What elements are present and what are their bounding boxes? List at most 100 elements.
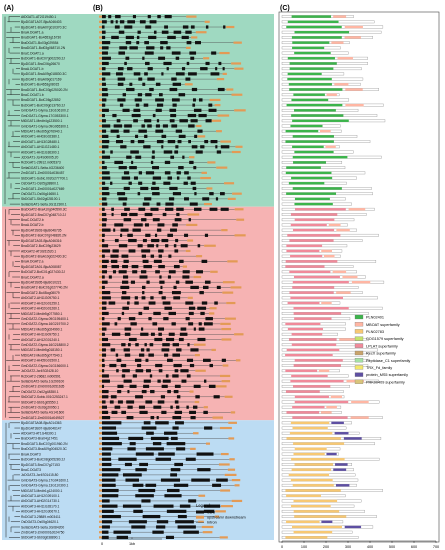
upstream-utr [99, 114, 102, 117]
cds-exon [110, 254, 119, 258]
cds-exon [128, 520, 147, 524]
cds-exon [110, 348, 116, 352]
cds-exon [123, 348, 130, 352]
cds-exon [169, 108, 177, 112]
cds-exon [197, 244, 201, 248]
cds-exon [185, 317, 190, 321]
gene-label: BjuDGAT3A08-BjuA014363 [21, 421, 62, 425]
domain-block [292, 41, 330, 44]
cds-exon [189, 363, 195, 368]
upstream-utr [99, 364, 102, 367]
cds-exon [131, 264, 139, 269]
domain-block [293, 93, 325, 96]
cds-exon [189, 410, 196, 415]
gene-legend-label: Intron [207, 521, 217, 525]
cds-exon [152, 530, 164, 534]
upstream-utr [99, 249, 102, 253]
cds-exon [145, 171, 155, 175]
downstream-utr [190, 447, 196, 450]
upstream-utr [99, 156, 102, 159]
cds-exon [148, 317, 152, 321]
cds-exon [122, 369, 130, 373]
cds-exon [102, 15, 106, 19]
domain-block [294, 218, 335, 221]
cds-exon [174, 462, 184, 467]
domain-block [287, 77, 332, 81]
downstream-utr [219, 426, 232, 430]
cds-exon [202, 197, 210, 201]
cds-exon [167, 139, 176, 144]
cds-exon [102, 296, 111, 300]
cds-exon [123, 186, 130, 191]
downstream-utr [215, 510, 226, 513]
gene-label: GmDGAT3-Glyma.13G110300.1 [21, 484, 69, 488]
cds-exon [205, 25, 209, 29]
upstream-utr [99, 468, 102, 471]
cds-exon [117, 400, 123, 404]
cds-exon [208, 108, 217, 112]
cds-exon [120, 228, 129, 232]
domain-block [292, 119, 349, 122]
domain-legend-label: PLN02783 [366, 330, 384, 334]
domain-block [291, 504, 331, 508]
gene-label: BjuDGAT2-BolC07g048820.2N [21, 234, 67, 238]
cds-exon [137, 93, 143, 97]
cds-exon [197, 306, 207, 310]
domain-block [293, 312, 342, 315]
cds-exon [122, 264, 129, 269]
domain-block [321, 301, 332, 305]
cds-exon [102, 311, 109, 316]
upstream-utr [99, 239, 102, 242]
domain-legend-label: protein_MS5 superfamily [366, 373, 408, 377]
domain-block [294, 359, 343, 362]
domain-block [292, 281, 349, 284]
cds-exon [143, 421, 151, 425]
upstream-utr [99, 452, 102, 456]
upstream-utr [99, 406, 102, 409]
cds-exon [114, 25, 120, 29]
cds-exon [186, 61, 190, 66]
cds-exon [110, 259, 118, 263]
cds-exon [102, 51, 108, 55]
upstream-utr [99, 312, 102, 315]
cds-exon [128, 249, 136, 253]
cds-exon [175, 520, 194, 524]
gene-legend-title: Legend: [196, 503, 211, 508]
downstream-utr [222, 281, 235, 284]
upstream-utr [99, 369, 102, 372]
cds-exon [185, 30, 192, 34]
length-tick-label: 200 [323, 545, 329, 549]
gene-label: JcDGAT1-Jcr4S00005.20 [21, 156, 58, 160]
upstream-utr [99, 229, 102, 232]
cds-exon [210, 72, 220, 76]
cds-exon [141, 285, 146, 290]
gene-label: MtDGAT3-Medtr1g124000.1 [21, 489, 63, 493]
downstream-utr [224, 317, 236, 320]
cds-exon [166, 46, 171, 50]
downstream-utr [197, 135, 206, 138]
cds-exon [110, 395, 117, 399]
cds-exon [220, 192, 225, 196]
gene-label: BnaC.DGAT2.a [21, 275, 44, 279]
gene-label: AhDGAT1-AH03G02380.1 [21, 135, 60, 139]
cds-exon [122, 306, 129, 310]
cds-exon [143, 379, 151, 383]
cds-exon [143, 145, 151, 149]
cds-exon [186, 41, 192, 45]
cds-exon [125, 478, 139, 482]
cds-exon [176, 405, 180, 409]
cds-exon [129, 166, 137, 170]
cds-exon [164, 15, 172, 19]
cds-exon [121, 374, 126, 378]
cds-exon [121, 410, 127, 415]
protein-domain-panel [278, 11, 440, 543]
domain-block [333, 15, 347, 18]
cds-exon [210, 139, 218, 144]
downstream-utr [194, 400, 200, 404]
cds-exon [176, 395, 181, 399]
cds-exon [189, 160, 194, 165]
domain-block [345, 88, 363, 91]
cds-exon [204, 322, 213, 326]
gene-label: SeitaDGAT2-Seita.4G141600 [21, 411, 64, 415]
downstream-utr [203, 202, 212, 206]
